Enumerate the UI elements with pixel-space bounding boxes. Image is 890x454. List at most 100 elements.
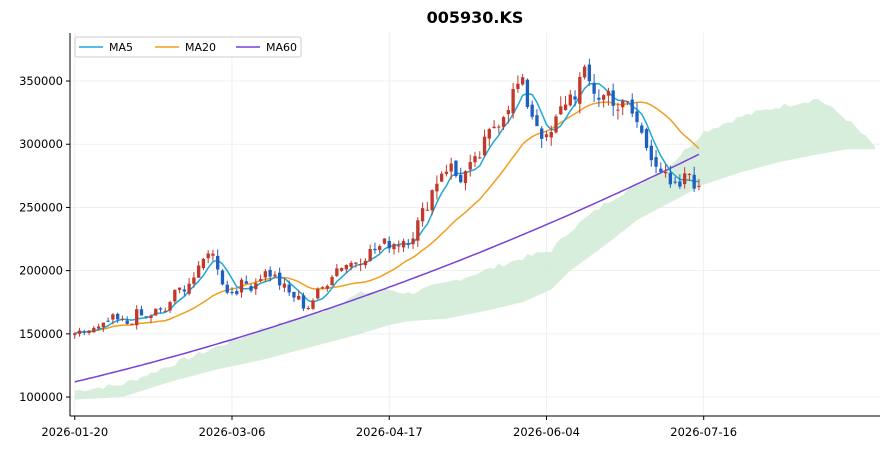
candle-body [158,308,163,310]
candle-body [92,327,96,333]
candle [211,249,215,261]
candle [601,94,606,108]
candle [258,274,263,283]
candle-body [654,157,658,167]
candle-body [616,109,620,111]
candle-body [516,83,520,89]
candle-body [601,95,606,100]
candle-body [106,320,110,322]
candle-body [330,277,334,286]
candle [449,157,453,180]
candle-body [258,279,263,281]
x-tick-label: 2026-03-06 [199,425,266,439]
candle-body [192,277,196,284]
candle-body [154,308,158,316]
candle-body [697,185,701,187]
candle-body [163,310,167,312]
candle [597,89,601,108]
candle-body [206,253,210,259]
candle-body [411,238,415,245]
candle-body [101,322,106,328]
candle-body [139,309,144,316]
candle [120,315,125,322]
candle-body [549,132,553,138]
y-tick-label: 150000 [19,327,63,341]
candle [225,280,229,295]
ma20-line [74,101,700,335]
candle-body [625,101,630,103]
candle-body [692,174,696,189]
candle-body [454,160,458,176]
candle-body [587,64,592,82]
candle [125,316,129,325]
candle [635,102,639,128]
candle [454,159,458,178]
candle [239,277,244,298]
ichimoku-cloud [74,99,876,400]
candle-body [582,66,587,78]
candle [344,264,349,274]
candle-body [392,244,396,250]
candle-body [292,291,296,298]
candle-body [682,173,687,185]
candle-body [506,110,511,115]
y-tick-label: 300000 [19,137,63,151]
candle [549,125,553,146]
candle [625,101,630,106]
candle [220,269,225,286]
candle [277,267,282,290]
candle [382,238,387,245]
candle [587,58,592,86]
candle [697,178,701,191]
candle [135,305,139,330]
candle [187,277,191,296]
candle [459,167,463,184]
candle-body [111,314,115,320]
candle-body [282,283,287,288]
candle-body [535,115,539,127]
candle [87,330,91,336]
candle [192,272,196,288]
candle-body [430,190,434,211]
candle [177,287,182,294]
candle-body [230,291,234,294]
candle [254,278,258,295]
candle [130,323,134,325]
candle [330,274,334,286]
candle [497,124,501,134]
candle-body [544,134,549,138]
candle [659,162,663,174]
candle-body [687,173,692,175]
candle-body [73,333,77,336]
y-tick-label: 200000 [19,264,63,278]
candle-body [77,330,82,334]
candle-body [301,295,306,309]
candle [573,90,577,107]
candle [168,300,172,314]
candle [668,165,673,188]
candle [216,249,220,276]
candle-body [478,157,482,159]
x-tick-label: 2026-07-16 [670,425,737,439]
candle [206,250,210,264]
candle-body [420,208,425,222]
candle-body [373,248,377,251]
candlesticks [73,58,701,339]
candle [516,75,520,93]
candle [139,305,144,316]
candle-body [349,262,353,267]
candle-body [678,181,682,187]
candle [173,289,177,305]
candle-body [406,243,410,245]
candle [535,109,539,127]
y-tick-label: 250000 [19,200,63,214]
candle-body [368,249,372,261]
candle-body [358,263,363,265]
candle-body [621,100,625,108]
candle-body [316,288,320,299]
candle [416,217,420,247]
candle [358,258,363,272]
candle-body [530,104,534,117]
candle-body [525,79,530,107]
candle [554,114,558,134]
